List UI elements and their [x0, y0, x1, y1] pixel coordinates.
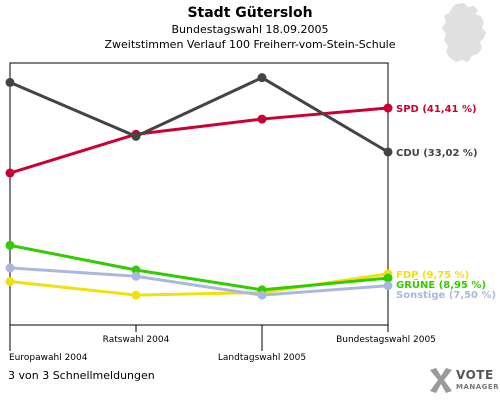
- data-point: [383, 281, 393, 291]
- germany-map-icon: [442, 3, 486, 62]
- data-point: [257, 114, 267, 124]
- vote-manager-logo: VOTE MANAGER: [428, 366, 500, 396]
- series-line-cdu: [9, 76, 389, 154]
- series-end-label: SPD (41,41 %): [396, 104, 477, 115]
- series-end-label: FDP (9,75 %): [396, 270, 469, 281]
- logo-text-manager: MANAGER: [456, 383, 500, 391]
- data-point: [257, 290, 267, 300]
- series-end-label: CDU (33,02 %): [396, 148, 478, 159]
- footer-status: 3 von 3 Schnellmeldungen: [8, 369, 155, 382]
- data-point: [383, 273, 393, 283]
- series-line-grne: [9, 243, 389, 292]
- x-tick-label: Ratswahl 2004: [103, 335, 170, 345]
- data-point: [5, 263, 15, 273]
- data-point: [131, 265, 141, 275]
- data-point: [131, 271, 141, 281]
- series-end-label: GRÜNE (8,95 %): [396, 277, 486, 291]
- chart-subtitle-district: Zweitstimmen Verlauf 100 Freiherr-vom-St…: [104, 38, 396, 51]
- data-point: [5, 277, 15, 287]
- data-point: [5, 77, 15, 87]
- x-tick-label: Europawahl 2004: [9, 353, 88, 363]
- data-point: [131, 290, 141, 300]
- data-point: [257, 73, 267, 83]
- logo-text-vote: VOTE: [456, 368, 494, 382]
- data-point: [5, 240, 15, 250]
- series-end-label: Sonstige (7,50 %): [396, 290, 496, 301]
- x-tick-label: Bundestagswahl 2005: [336, 335, 436, 345]
- chart-title: Stadt Gütersloh: [187, 5, 313, 21]
- x-tick-label: Landtagswahl 2005: [218, 353, 306, 363]
- series-line-sonstige: [9, 266, 389, 297]
- data-point: [383, 103, 393, 113]
- chart-subtitle-election: Bundestagswahl 18.09.2005: [171, 23, 329, 36]
- data-point: [5, 168, 15, 178]
- data-point: [131, 131, 141, 141]
- vote-x-icon: [430, 368, 452, 393]
- plot-area-frame: [9, 62, 389, 326]
- data-point: [383, 147, 393, 157]
